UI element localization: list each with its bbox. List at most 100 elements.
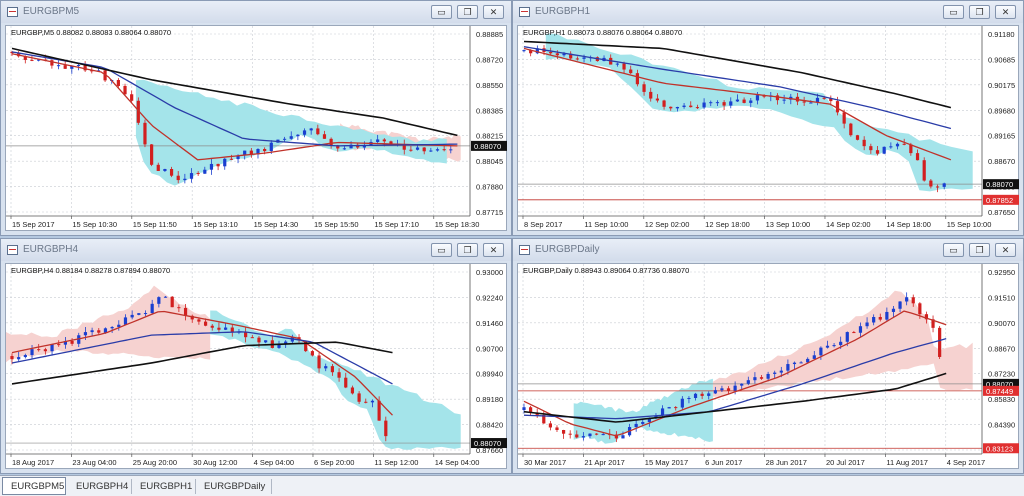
candle-body <box>809 102 813 104</box>
moving-average-fast <box>523 47 952 161</box>
minimize-button[interactable]: ▭ <box>431 243 452 257</box>
close-button[interactable]: ✕ <box>483 5 504 19</box>
restore-button[interactable]: ❐ <box>969 5 990 19</box>
candle-body <box>689 105 693 108</box>
candle-body <box>70 65 74 69</box>
candle-body <box>522 407 526 410</box>
price-badge-label: 0.87449 <box>986 387 1013 396</box>
candle-body <box>669 106 673 109</box>
candle-body <box>614 434 618 439</box>
time-tick-label: 15 Sep 11:50 <box>133 220 177 229</box>
ichimoku-cloud-bullish <box>210 310 461 450</box>
candle-body <box>575 58 579 60</box>
restore-button[interactable]: ❐ <box>969 243 990 257</box>
candle-body <box>177 307 181 309</box>
window-titlebar[interactable]: EURGBPH1 ▭ ❐ ✕ <box>513 1 1023 23</box>
time-tick-label: 8 Sep 2017 <box>524 220 562 229</box>
price-tick-label: 0.92240 <box>476 293 503 302</box>
minimize-button[interactable]: ▭ <box>943 243 964 257</box>
candle-body <box>50 60 54 66</box>
candle-body <box>342 148 347 150</box>
candle-body <box>389 141 393 145</box>
tab-eurgbp-h1[interactable]: EURGBPH1 <box>132 479 196 494</box>
time-tick-label: 14 Sep 02:00 <box>826 220 871 229</box>
chart-icon <box>7 7 18 17</box>
candle-body <box>422 147 426 152</box>
candle-body <box>931 319 935 328</box>
candle-body <box>680 398 684 408</box>
tab-eurgbp-m5[interactable]: EURGBPM5 <box>2 477 66 495</box>
candle-body <box>548 423 552 428</box>
candle-body <box>117 324 121 328</box>
price-chart[interactable]: 0.91180 0.90685 0.90175 0.89680 0.89165 0.886… <box>517 25 1019 231</box>
price-tick-label: 0.88670 <box>988 157 1015 166</box>
candle-body <box>90 330 94 333</box>
chart-canvas[interactable]: 0.92950 0.91510 0.90070 0.88670 0.87230 0.858… <box>518 264 1020 470</box>
price-tick-label: 0.88885 <box>476 30 503 39</box>
candle-body <box>143 122 147 145</box>
candle-body <box>284 341 288 344</box>
price-chart[interactable]: 0.88885 0.88720 0.88550 0.88385 0.88215 0.880… <box>5 25 507 231</box>
candle-body <box>922 160 926 181</box>
chart-icon <box>7 245 18 255</box>
time-tick-label: 15 Sep 10:30 <box>72 220 117 229</box>
candle-body <box>296 134 300 137</box>
price-tick-label: 0.92950 <box>988 268 1015 277</box>
candle-body <box>562 53 566 56</box>
restore-button[interactable]: ❐ <box>457 5 478 19</box>
candle-body <box>662 100 666 107</box>
candle-body <box>197 319 201 322</box>
chart-canvas[interactable]: 0.888850.887200.885500.883850.882150.880… <box>6 26 508 232</box>
candle-body <box>629 69 633 74</box>
candle-body <box>759 377 764 379</box>
candle-body <box>442 149 446 151</box>
candle-body <box>123 85 127 95</box>
candle-body <box>735 99 740 102</box>
price-tick-label: 0.88420 <box>476 421 503 430</box>
time-tick-label: 4 Sep 2017 <box>947 458 985 467</box>
candle-body <box>302 130 307 135</box>
candle-body <box>911 297 915 304</box>
window-titlebar[interactable]: EURGBPH4 ▭ ❐ ✕ <box>1 239 511 261</box>
price-tick-label: 0.87715 <box>476 208 503 217</box>
chart-canvas[interactable]: 0.93000 0.92240 0.91460 0.90700 0.89940 0.891… <box>6 264 508 470</box>
restore-icon: ❐ <box>463 7 472 17</box>
chart-window-daily[interactable]: EURGBPDaily ▭ ❐ ✕ 0.92950 0.91510 0.90070 0… <box>512 238 1024 474</box>
restore-icon: ❐ <box>975 245 984 255</box>
price-chart[interactable]: 0.93000 0.92240 0.91460 0.90700 0.89940 0.891… <box>5 263 507 469</box>
symbol-info: EURGBP,H1 0.88073 0.88076 0.88064 0.8807… <box>523 28 682 37</box>
chart-window-m5[interactable]: EURGBPM5 ▭ ❐ ✕ 0.88885 0.88720 0.88550 0.88… <box>0 0 512 236</box>
candle-body <box>720 388 724 391</box>
restore-button[interactable]: ❐ <box>457 243 478 257</box>
candle-body <box>713 390 717 394</box>
close-icon: ✕ <box>489 7 498 17</box>
window-titlebar[interactable]: EURGBPDaily ▭ ❐ ✕ <box>513 239 1023 261</box>
tab-eurgbp-h4[interactable]: EURGBPH4 <box>68 479 132 494</box>
chart-window-h1[interactable]: EURGBPH1 ▭ ❐ ✕ 0.91180 0.90685 0.90175 0.89… <box>512 0 1024 236</box>
price-tick-label: 0.91460 <box>476 319 503 328</box>
close-button[interactable]: ✕ <box>995 243 1016 257</box>
minimize-button[interactable]: ▭ <box>943 5 964 19</box>
price-chart[interactable]: 0.92950 0.91510 0.90070 0.88670 0.87230 0.858… <box>517 263 1019 469</box>
chart-window-h4[interactable]: EURGBPH4 ▭ ❐ ✕ 0.93000 0.92240 0.91460 0.90… <box>0 238 512 474</box>
candle-body <box>882 146 886 154</box>
candle-body <box>224 327 228 330</box>
close-button[interactable]: ✕ <box>995 5 1016 19</box>
candle-body <box>409 149 413 151</box>
symbol-info: EURGBP,M5 0.88082 0.88083 0.88064 0.8807… <box>11 28 171 37</box>
candle-body <box>649 91 653 99</box>
moving-average-mid <box>523 337 947 420</box>
ichimoku-cloud-bearish <box>712 290 973 397</box>
minimize-button[interactable]: ▭ <box>431 5 452 19</box>
window-titlebar[interactable]: EURGBPM5 ▭ ❐ ✕ <box>1 1 511 23</box>
price-tick-label: 0.85830 <box>988 395 1015 404</box>
price-badge <box>983 179 1019 190</box>
candle-body <box>229 158 233 160</box>
candle-body <box>309 128 313 131</box>
tab-eurgbp-daily[interactable]: EURGBPDaily <box>196 479 272 494</box>
time-tick-label: 15 Sep 18:30 <box>435 220 480 229</box>
close-button[interactable]: ✕ <box>483 243 504 257</box>
chart-canvas[interactable]: 0.91180 0.90685 0.90175 0.89680 0.89165 0.886… <box>518 26 1020 232</box>
candle-body <box>766 373 770 379</box>
chart-tab-bar: EURGBPM5 EURGBPH4 EURGBPH1 EURGBPDaily <box>0 475 1024 496</box>
